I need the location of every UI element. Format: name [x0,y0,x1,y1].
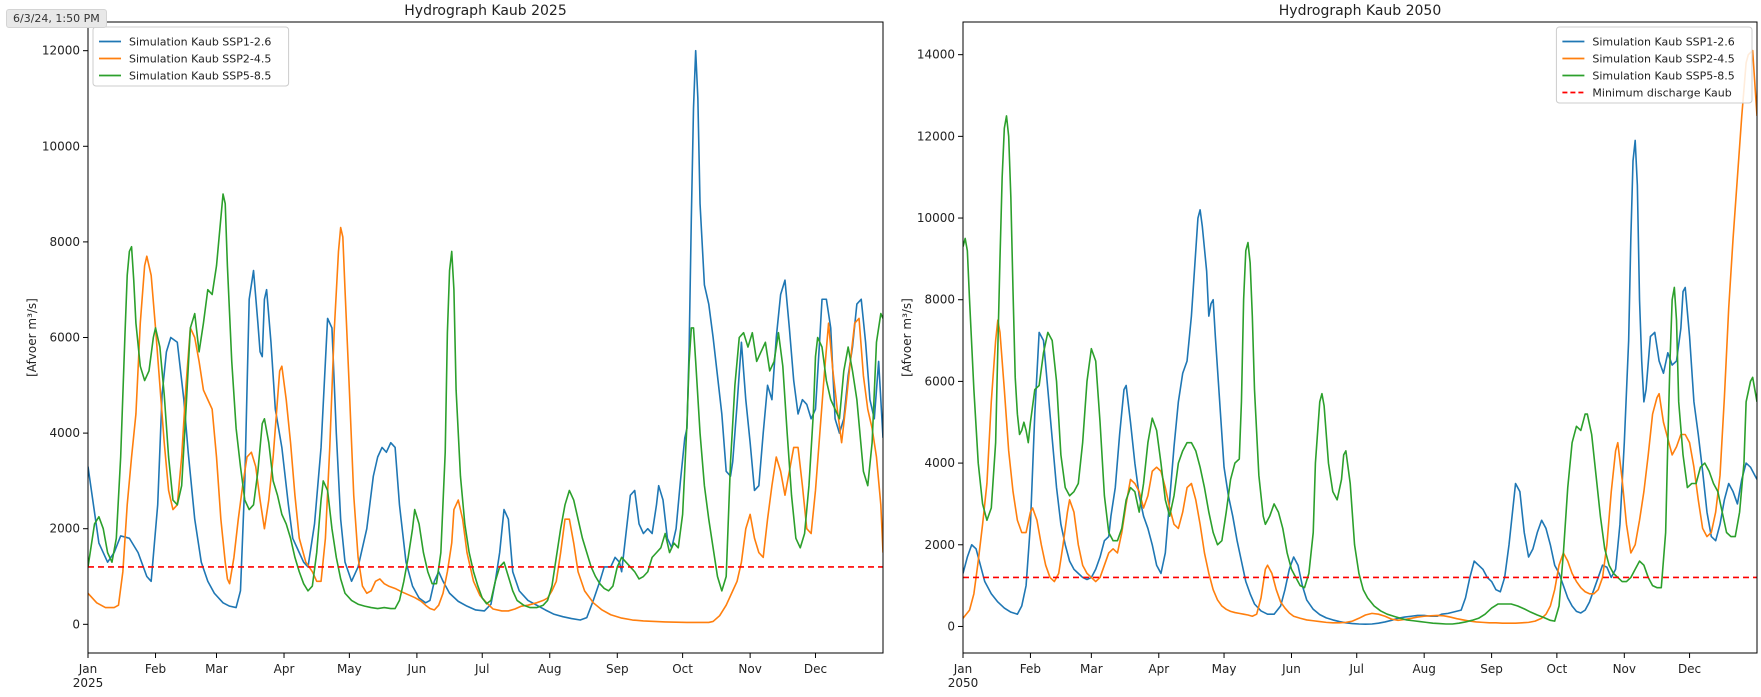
y-tick-label: 0 [72,617,80,631]
x-tick-label: Mar [205,662,228,676]
chart-hydrograph-2050: Hydrograph Kaub 2050 [Afvoer m³/s] 0 2000 40… [900,3,1758,690]
y-axis-label: [Afvoer m³/s] [25,298,39,377]
legend-label: Simulation Kaub SSP1-2.6 [1592,36,1734,49]
legend-box [1555,26,1753,104]
x-tick-label: Apr [274,662,295,676]
x-tick-label: Aug [538,662,561,676]
y-tick-label: 0 [947,619,955,633]
series-group [88,49,883,624]
series-line-simulation-kaub-ssp1-2-6 [88,49,883,621]
plot-frame [87,21,884,654]
y-axis-label: [Afvoer m³/s] [900,298,914,377]
x-tick-label: Jul [1348,662,1363,676]
x-tick-label: May [1212,662,1237,676]
legend-box [92,26,290,87]
y-tick-label: 12000 [917,129,955,143]
series-line-simulation-kaub-ssp5-8-5 [963,115,1757,625]
y-tick-label: 14000 [917,48,955,62]
x-tick-label: Aug [1412,662,1435,676]
legend: Simulation Kaub SSP1-2.6 Simulation Kaub … [1555,26,1753,104]
x-tick-label: Jan [953,662,973,676]
legend-label: Simulation Kaub SSP5-8.5 [129,70,271,83]
x-tick-label: May [337,662,362,676]
timestamp-badge: 6/3/24, 1:50 PM [6,9,107,28]
y-tick-label: 2000 [924,538,955,552]
series-line-simulation-kaub-ssp5-8-5 [88,193,883,610]
x-tick-label: Sep [606,662,629,676]
legend-label: Minimum discharge Kaub [1592,87,1731,100]
x-tick-label: Dec [1678,662,1701,676]
x-tick-label: Jun [1281,662,1301,676]
y-tick-label: 2000 [49,522,80,536]
y-tick-label: 6000 [924,374,955,388]
x-tick-label: Dec [804,662,827,676]
x-tick-label: Mar [1080,662,1103,676]
y-tick-label: 10000 [917,211,955,225]
legend: Simulation Kaub SSP1-2.6 Simulation Kaub … [92,26,290,87]
x-tick-label: Sep [1480,662,1503,676]
y-tick-label: 8000 [49,235,80,249]
y-tick-label: 4000 [49,426,80,440]
series-group [963,49,1757,626]
x-year-label: 2050 [948,676,979,690]
x-tick-label: Feb [1020,662,1041,676]
chart-title: Hydrograph Kaub 2025 [404,3,567,19]
chart-title: Hydrograph Kaub 2050 [1279,3,1442,19]
legend-label: Simulation Kaub SSP2-4.5 [129,53,271,66]
y-tick-label: 10000 [42,139,80,153]
legend-label: Simulation Kaub SSP5-8.5 [1592,70,1734,83]
x-tick-label: Jun [407,662,427,676]
x-tick-label: Nov [738,662,761,676]
plot-frame [962,21,1758,654]
x-year-label: 2025 [73,676,104,690]
series-line-simulation-kaub-ssp2-4-5 [963,49,1757,624]
y-tick-label: 12000 [42,44,80,58]
series-line-simulation-kaub-ssp2-4-5 [88,226,883,624]
x-tick-label: Oct [1546,662,1567,676]
chart-hydrograph-2025: Hydrograph Kaub 2025 [Afvoer m³/s] 0 2000 40… [25,3,884,690]
y-tick-label: 6000 [49,331,80,345]
x-tick-label: Apr [1148,662,1169,676]
series-line-simulation-kaub-ssp1-2-6 [963,139,1757,626]
x-tick-label: Jul [474,662,489,676]
x-tick-label: Jan [78,662,98,676]
x-tick-label: Feb [145,662,166,676]
x-tick-label: Nov [1613,662,1636,676]
x-tick-label: Oct [672,662,693,676]
y-tick-label: 4000 [924,456,955,470]
legend-label: Simulation Kaub SSP2-4.5 [1592,53,1734,66]
y-tick-label: 8000 [924,293,955,307]
legend-label: Simulation Kaub SSP1-2.6 [129,36,271,49]
